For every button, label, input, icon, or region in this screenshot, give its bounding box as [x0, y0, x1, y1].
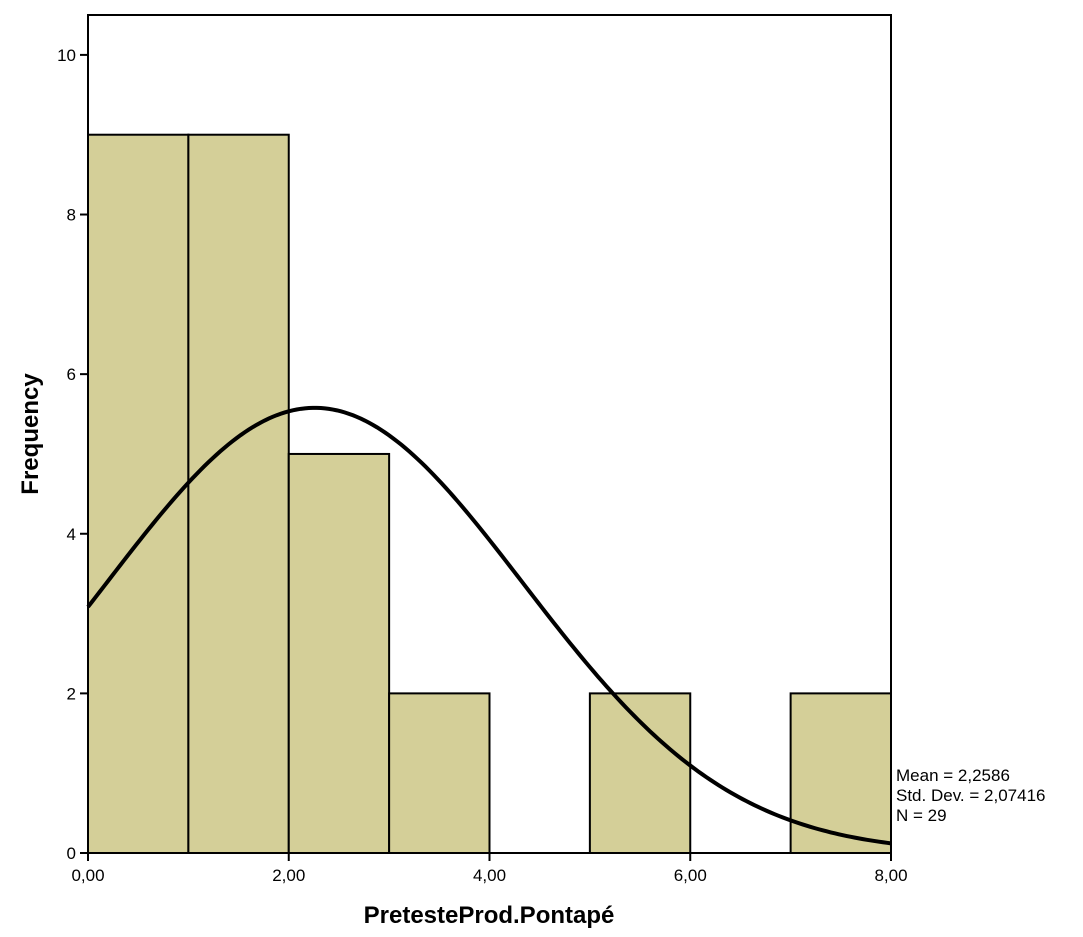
y-tick-label: 6 — [67, 365, 76, 384]
histogram-bar — [187, 133, 290, 854]
x-axis: 0,00 2,00 4,00 6,00 8,00 — [71, 853, 908, 885]
histogram-bar — [789, 692, 892, 855]
x-axis-title: PretesteProd.Pontapé — [364, 902, 615, 929]
x-tick-label: 0,00 — [71, 866, 104, 885]
y-tick-label: 4 — [67, 525, 76, 544]
stats-n: N = 29 — [896, 806, 947, 825]
histogram-bar — [87, 133, 190, 854]
histogram-bar — [287, 452, 391, 854]
stats-mean: Mean = 2,2586 — [896, 766, 1010, 785]
y-axis-title: Frequency — [17, 373, 44, 495]
y-tick-label: 10 — [57, 46, 76, 65]
x-tick-label: 2,00 — [272, 866, 305, 885]
normal-curve — [86, 405, 892, 846]
y-tick-label: 0 — [67, 844, 76, 863]
bars-group — [87, 133, 892, 855]
stats-std-dev: Std. Dev. = 2,07416 — [896, 786, 1045, 805]
x-tick-label: 8,00 — [874, 866, 907, 885]
y-tick-label: 8 — [67, 206, 76, 225]
y-axis: 0 2 4 6 8 10 — [57, 46, 88, 863]
histogram-bar — [388, 692, 491, 855]
y-tick-label: 2 — [67, 684, 76, 703]
x-tick-label: 6,00 — [674, 866, 707, 885]
histogram-bar — [588, 692, 692, 855]
x-tick-label: 4,00 — [473, 866, 506, 885]
